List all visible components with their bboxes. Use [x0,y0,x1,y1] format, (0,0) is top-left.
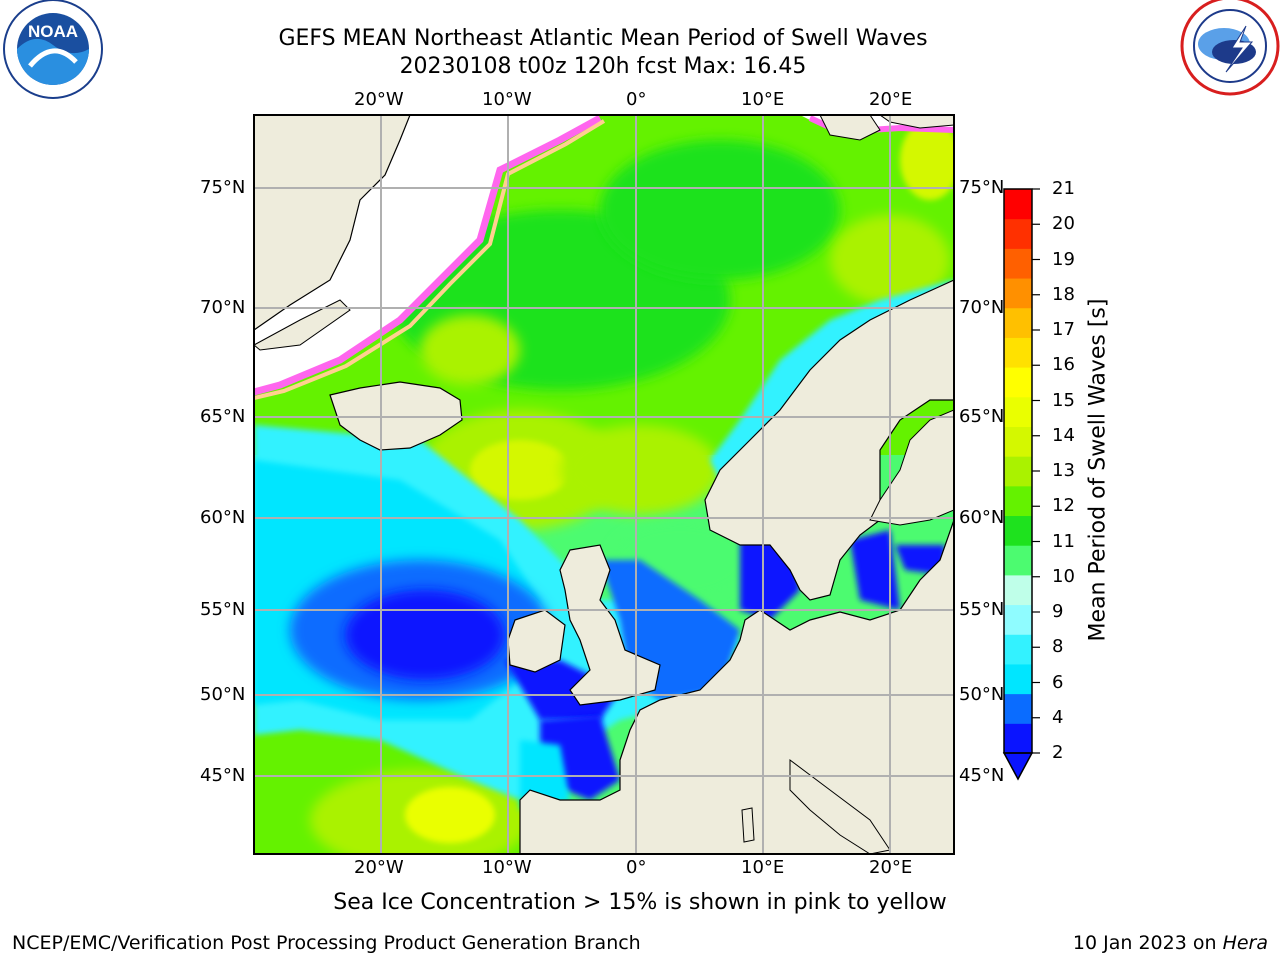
colorbar-segment [1004,485,1032,517]
colorbar-segment [1004,693,1032,724]
lat-label-left: 60°N [200,507,246,528]
colorbar-segment [1004,278,1032,309]
lon-label-bottom: 20°E [869,857,913,878]
lat-label-right: 70°N [959,297,1005,318]
nws-logo [1180,0,1280,96]
colorbar-tick-label: 19 [1052,248,1075,270]
colorbar-segment [1004,545,1032,576]
lat-label-left: 55°N [200,599,246,620]
lon-label-top: 0° [626,89,647,110]
colorbar-tick-label: 13 [1052,460,1075,481]
noaa-logo-text: NOAA [28,22,78,41]
colorbar-segment [1004,604,1032,635]
map-frame [253,114,955,855]
colorbar [1002,188,1040,781]
lat-label-left: 50°N [200,684,246,705]
lat-label-right: 45°N [959,765,1005,786]
lat-label-left: 65°N [200,406,246,427]
colorbar-tick-label: 18 [1052,283,1075,305]
caption: Sea Ice Concentration > 15% is shown in … [333,890,947,915]
colorbar-tick-label: 12 [1052,495,1075,517]
lon-label-bottom: 10°E [741,857,785,878]
lon-label-top: 10°E [741,89,785,110]
colorbar-tick-label: 10 [1052,565,1075,587]
colorbar-segment [1004,367,1032,398]
map-area [254,115,954,854]
colorbar-segment [1004,663,1032,695]
colorbar-tick-label: 17 [1052,319,1075,340]
lat-label-right: 50°N [959,684,1005,705]
chart-title: GEFS MEAN Northeast Atlantic Mean Period… [278,26,928,51]
colorbar-segment [1004,337,1032,368]
colorbar-segment [1004,426,1032,457]
footer-date: 10 Jan 2023 on Hera [1073,932,1268,954]
colorbar-tick-label: 8 [1052,636,1064,658]
colorbar-tick-label: 16 [1052,354,1075,376]
colorbar-tick-label: 6 [1052,671,1064,693]
colorbar-segment [1004,456,1032,487]
colorbar-extend-min [1002,752,1034,781]
colorbar-tick-label: 4 [1052,706,1064,728]
lat-label-right: 60°N [959,507,1005,528]
colorbar-segment [1004,515,1032,546]
colorbar-tick-label: 9 [1052,601,1064,622]
colorbar-tick-label: 11 [1052,530,1075,552]
colorbar-title: Mean Period of Swell Waves [s] [1085,298,1111,642]
colorbar-tick-label: 21 [1052,178,1075,199]
colorbar-segment [1004,307,1032,338]
colorbar-segment [1004,189,1032,220]
lat-label-right: 65°N [959,406,1005,427]
lat-label-left: 75°N [200,177,246,198]
footer-credit: NCEP/EMC/Verification Post Processing Pr… [12,932,641,954]
lon-label-top: 20°E [869,89,913,110]
lat-label-right: 55°N [959,599,1005,620]
colorbar-segment [1004,218,1032,249]
colorbar-tick-label: 2 [1052,742,1064,763]
colorbar-tick-label: 14 [1052,424,1075,446]
colorbar-segment [1004,248,1032,279]
footer-date-text: 10 Jan 2023 on [1072,932,1223,954]
lon-label-bottom: 0° [626,857,647,878]
colorbar-tick-label: 15 [1052,389,1075,411]
lon-label-top: 20°W [354,89,404,110]
footer-host: Hera [1222,932,1268,954]
colorbar-segment [1004,396,1032,427]
lat-label-left: 45°N [200,765,246,786]
lon-label-bottom: 20°W [354,857,404,878]
lat-label-right: 75°N [959,177,1005,198]
noaa-logo: NOAA [3,0,103,99]
colorbar-segment [1004,723,1032,754]
chart-subtitle: 20230108 t00z 120h fcst Max: 16.45 [399,54,807,79]
colorbar-segment [1004,634,1032,665]
lon-label-bottom: 10°W [482,857,532,878]
lat-label-left: 70°N [200,297,246,318]
colorbar-segment [1004,574,1032,606]
lon-label-top: 10°W [482,89,532,110]
colorbar-tick-label: 20 [1052,213,1075,235]
